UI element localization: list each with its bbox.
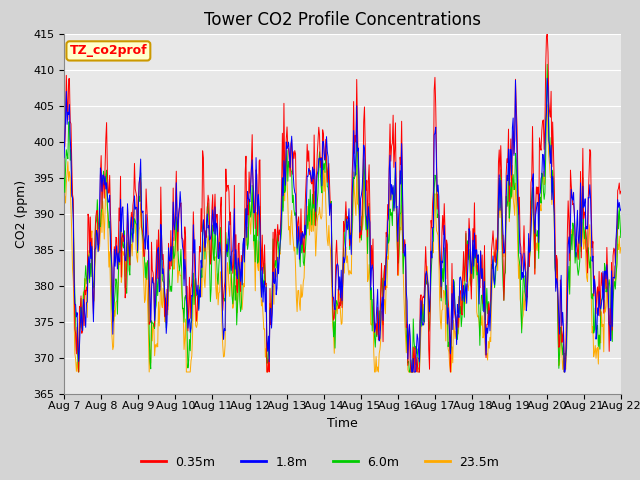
Y-axis label: CO2 (ppm): CO2 (ppm) bbox=[15, 180, 28, 248]
X-axis label: Time: Time bbox=[327, 417, 358, 430]
Title: Tower CO2 Profile Concentrations: Tower CO2 Profile Concentrations bbox=[204, 11, 481, 29]
Text: TZ_co2prof: TZ_co2prof bbox=[70, 44, 147, 58]
Legend: 0.35m, 1.8m, 6.0m, 23.5m: 0.35m, 1.8m, 6.0m, 23.5m bbox=[136, 451, 504, 474]
